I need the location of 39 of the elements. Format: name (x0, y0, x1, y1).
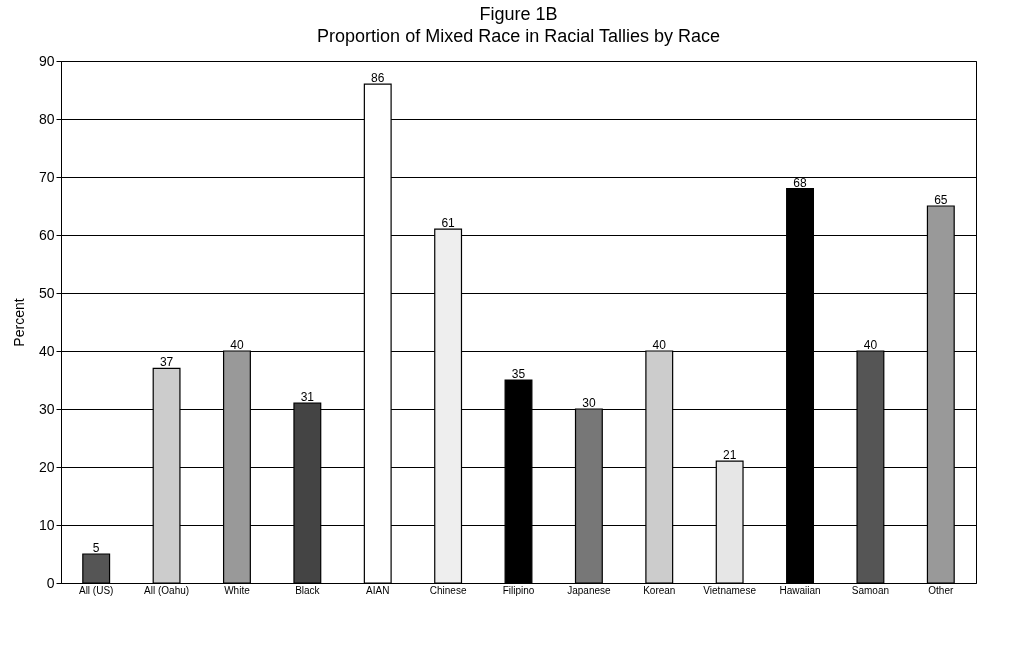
x-tick-label: Hawaiian (779, 584, 821, 596)
data-label: 40 (230, 338, 244, 352)
y-tick-label: 80 (38, 110, 55, 127)
y-axis-title: Percent (10, 298, 27, 347)
data-label: 31 (300, 390, 315, 405)
chart-subtitle: Proportion of Mixed Race in Racial Tallies by Race (317, 26, 720, 46)
x-tick-label: Samoan (851, 584, 890, 596)
data-label: 5 (92, 541, 100, 555)
x-tick-label: All (US) (78, 584, 114, 596)
x-tick-label: All (Oahu) (144, 584, 190, 596)
data-label: 65 (934, 193, 948, 207)
data-label: 30 (582, 396, 596, 410)
y-tick-label: 30 (38, 400, 55, 417)
data-label: 21 (722, 448, 737, 463)
x-tick-label: Japanese (567, 584, 611, 596)
data-label: 68 (793, 175, 808, 190)
data-label: 61 (441, 216, 456, 231)
x-tick-label: Other (928, 584, 954, 596)
data-label: 40 (863, 338, 878, 352)
data-label: 86 (371, 71, 385, 86)
y-tick-label: 70 (38, 168, 55, 185)
y-tick-label: 20 (38, 458, 55, 475)
x-tick-label: Vietnamese (703, 584, 757, 596)
y-tick-label: 50 (38, 284, 55, 301)
y-tick-label: 90 (38, 52, 55, 69)
x-tick-label: Black (295, 584, 321, 596)
x-tick-label: Filipino (502, 584, 535, 596)
x-tick-label: Chinese (429, 584, 467, 596)
x-tick-label: White (224, 584, 251, 596)
y-tick-label: 10 (38, 516, 55, 533)
y-tick-label: 60 (38, 226, 55, 243)
x-tick-label: AIAN (366, 584, 390, 596)
x-tick-label: Korean (643, 584, 676, 596)
data-label: 40 (652, 338, 667, 352)
y-tick-label: 40 (38, 342, 55, 359)
data-label: 37 (159, 355, 174, 370)
data-label: 35 (511, 367, 526, 381)
y-tick-label: 0 (46, 574, 55, 591)
chart-title: Figure 1B (479, 4, 558, 24)
